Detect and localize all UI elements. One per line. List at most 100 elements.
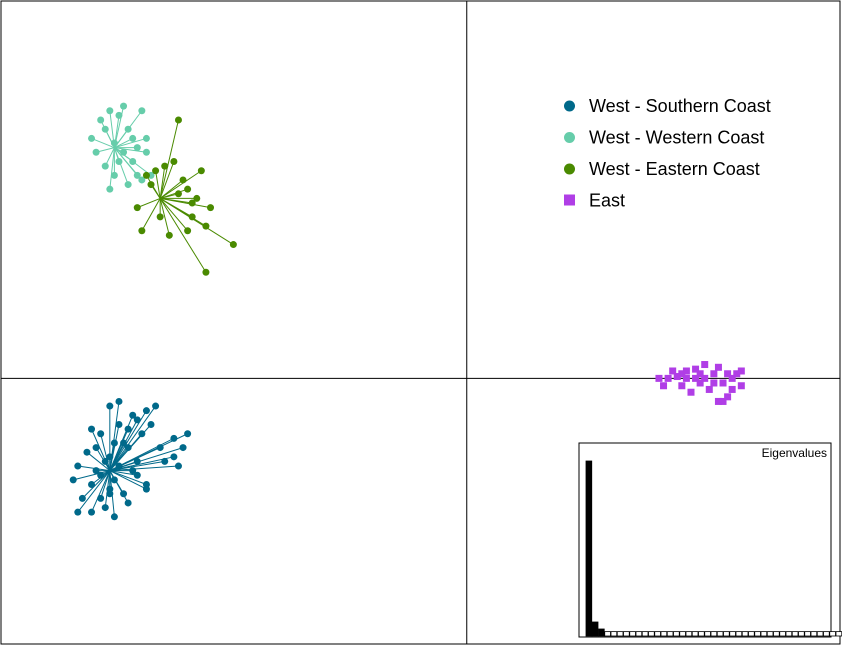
- data-point: [710, 370, 718, 378]
- eigenvalue-bar: [816, 631, 824, 637]
- eigenvalue-bar: [673, 631, 680, 637]
- data-point: [133, 471, 141, 479]
- data-point: [728, 385, 736, 393]
- data-point: [92, 148, 100, 156]
- data-point: [106, 185, 114, 193]
- eigenvalue-bar: [598, 628, 605, 637]
- data-point: [138, 430, 146, 438]
- spider-line: [141, 198, 161, 231]
- data-point: [101, 162, 109, 170]
- eigenvalue-bar: [710, 631, 718, 637]
- eigenvalue-bar: [585, 460, 593, 637]
- spider-line: [109, 428, 129, 471]
- data-point: [737, 382, 745, 390]
- data-point: [106, 402, 114, 410]
- spider-line: [159, 198, 207, 273]
- data-point: [88, 481, 96, 488]
- data-point: [202, 268, 210, 276]
- eigenvalue-bar: [610, 631, 618, 637]
- data-point: [133, 457, 141, 465]
- data-point: [207, 204, 214, 212]
- data-point: [83, 448, 91, 456]
- data-point: [724, 393, 732, 401]
- data-point: [678, 382, 686, 390]
- data-point: [184, 185, 192, 193]
- data-point: [97, 471, 105, 479]
- eigenvalue-bar: [629, 631, 636, 637]
- data-point: [88, 508, 96, 516]
- data-point: [142, 134, 150, 142]
- data-point: [170, 453, 178, 461]
- spider-line: [109, 470, 147, 485]
- data-point: [147, 421, 155, 429]
- eigenvalue-bar: [773, 631, 780, 637]
- spider-line: [109, 470, 147, 490]
- data-point: [129, 411, 137, 419]
- spider-line: [100, 433, 111, 471]
- data-point: [120, 102, 128, 110]
- data-point: [174, 116, 182, 124]
- data-point: [106, 107, 114, 115]
- data-point: [156, 213, 164, 221]
- data-point: [682, 367, 690, 375]
- points: [69, 102, 745, 521]
- data-point: [202, 222, 210, 230]
- eigenvalue-bar: [635, 631, 643, 637]
- data-point: [188, 199, 196, 207]
- eigenvalue-bar: [829, 631, 836, 637]
- data-point: [156, 444, 164, 452]
- data-point: [124, 444, 132, 452]
- eigenvalue-bar: [779, 631, 786, 637]
- spider-line: [77, 470, 111, 513]
- eigenvalue-bar: [729, 631, 736, 637]
- data-point: [110, 439, 118, 447]
- data-point: [179, 176, 187, 184]
- data-point: [664, 374, 672, 382]
- data-point: [660, 382, 668, 390]
- eigenvalue-bar: [735, 631, 743, 637]
- eigenvalue-bars: [585, 460, 842, 637]
- data-point: [129, 467, 137, 475]
- eigenvalue-bar: [785, 631, 793, 637]
- eigenvalue-bar: [748, 631, 755, 637]
- spider-line: [109, 405, 156, 471]
- eigenvalue-bar: [691, 631, 699, 637]
- spider-line: [91, 470, 111, 513]
- data-point: [714, 363, 722, 371]
- data-point: [184, 430, 192, 438]
- data-point: [142, 485, 150, 493]
- eigenvalue-bar: [716, 631, 724, 637]
- legend-marker: [564, 194, 575, 206]
- data-point: [701, 374, 709, 382]
- data-point: [124, 425, 132, 433]
- data-point: [120, 490, 128, 498]
- eigenvalues-title: Eigenvalues: [762, 446, 827, 460]
- data-point: [110, 139, 118, 147]
- data-point: [737, 367, 745, 375]
- eigenvalue-bar: [823, 631, 830, 637]
- eigenvalue-bar: [591, 621, 599, 637]
- eigenvalue-bar: [723, 631, 730, 637]
- data-point: [655, 374, 663, 382]
- data-point: [673, 373, 681, 381]
- data-point: [174, 462, 182, 470]
- legend-marker: [564, 100, 575, 112]
- data-point: [101, 457, 109, 465]
- data-point: [78, 494, 86, 502]
- legend-marker: [564, 163, 575, 175]
- eigenvalue-bar: [766, 631, 774, 637]
- spider-line: [114, 137, 147, 149]
- data-point: [229, 241, 237, 249]
- data-point: [88, 134, 96, 142]
- data-point: [710, 379, 718, 387]
- eigenvalue-bar: [704, 631, 711, 637]
- eigenvalue-bar: [760, 631, 768, 637]
- eigenvalue-bar: [791, 631, 799, 637]
- data-point: [197, 167, 205, 175]
- data-point: [106, 453, 114, 461]
- data-point: [74, 508, 82, 516]
- data-point: [724, 370, 732, 378]
- data-point: [97, 116, 105, 124]
- spider-line: [159, 197, 234, 245]
- data-point: [92, 467, 100, 475]
